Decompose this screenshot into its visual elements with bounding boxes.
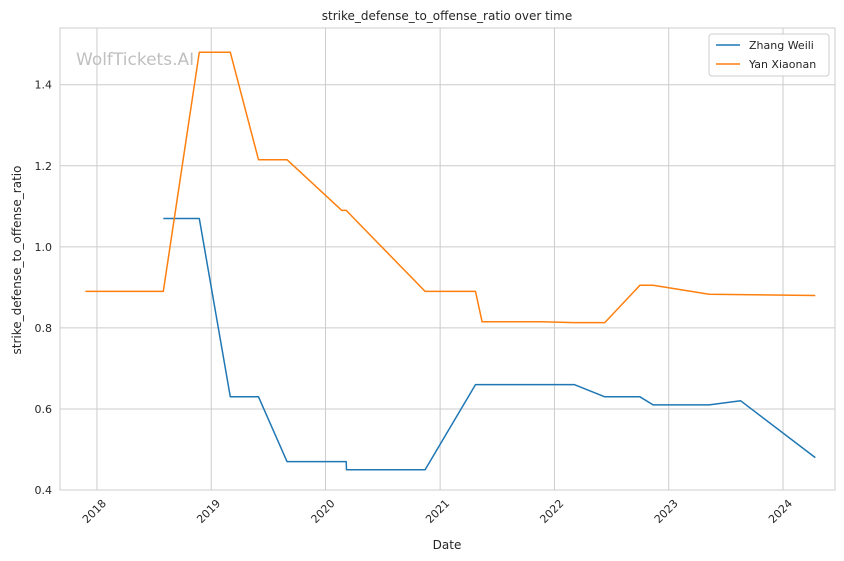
x-axis-title: Date xyxy=(433,538,462,552)
plot-area xyxy=(59,27,836,491)
x-tick-labels: 2018 2019 2020 2021 2022 2023 2024 xyxy=(80,497,795,526)
legend-label-zhang-weili: Zhang Weili xyxy=(749,39,814,52)
legend: Zhang Weili Yan Xiaonan xyxy=(708,33,830,77)
grid xyxy=(60,28,835,491)
y-tick-label: 1.2 xyxy=(35,160,53,173)
y-tick-label: 0.4 xyxy=(35,484,53,497)
x-tick-label: 2023 xyxy=(652,497,681,526)
chart-title: strike_defense_to_offense_ratio over tim… xyxy=(322,9,572,23)
x-tick-label: 2019 xyxy=(194,497,223,526)
y-tick-label: 0.6 xyxy=(35,403,53,416)
legend-label-yan-xiaonan: Yan Xiaonan xyxy=(748,58,816,71)
y-axis-title: strike_defense_to_offense_ratio xyxy=(10,166,24,355)
series-line-yan-xiaonan xyxy=(85,51,816,324)
x-tick-label: 2020 xyxy=(309,497,338,526)
x-tick-label: 2022 xyxy=(537,497,566,526)
y-tick-label: 1.0 xyxy=(35,241,53,254)
y-tick-label: 1.4 xyxy=(35,79,53,92)
x-tick-label: 2024 xyxy=(766,497,795,526)
series-lines xyxy=(85,51,816,471)
x-tick-label: 2021 xyxy=(423,497,452,526)
watermark: WolfTickets.AI xyxy=(76,50,194,70)
y-tick-labels: 0.4 0.6 0.8 1.0 1.2 1.4 xyxy=(35,79,53,497)
y-tick-label: 0.8 xyxy=(35,322,53,335)
x-tick-label: 2018 xyxy=(80,497,109,526)
series-line-zhang-weili xyxy=(163,217,816,471)
